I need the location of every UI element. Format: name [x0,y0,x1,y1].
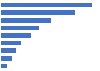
Bar [1,48,15,53]
Bar [1,41,21,45]
Bar [1,3,92,7]
Bar [1,33,31,38]
Bar [1,56,12,61]
Bar [1,18,51,23]
Bar [1,10,75,15]
Bar [1,64,7,68]
Bar [1,26,39,30]
